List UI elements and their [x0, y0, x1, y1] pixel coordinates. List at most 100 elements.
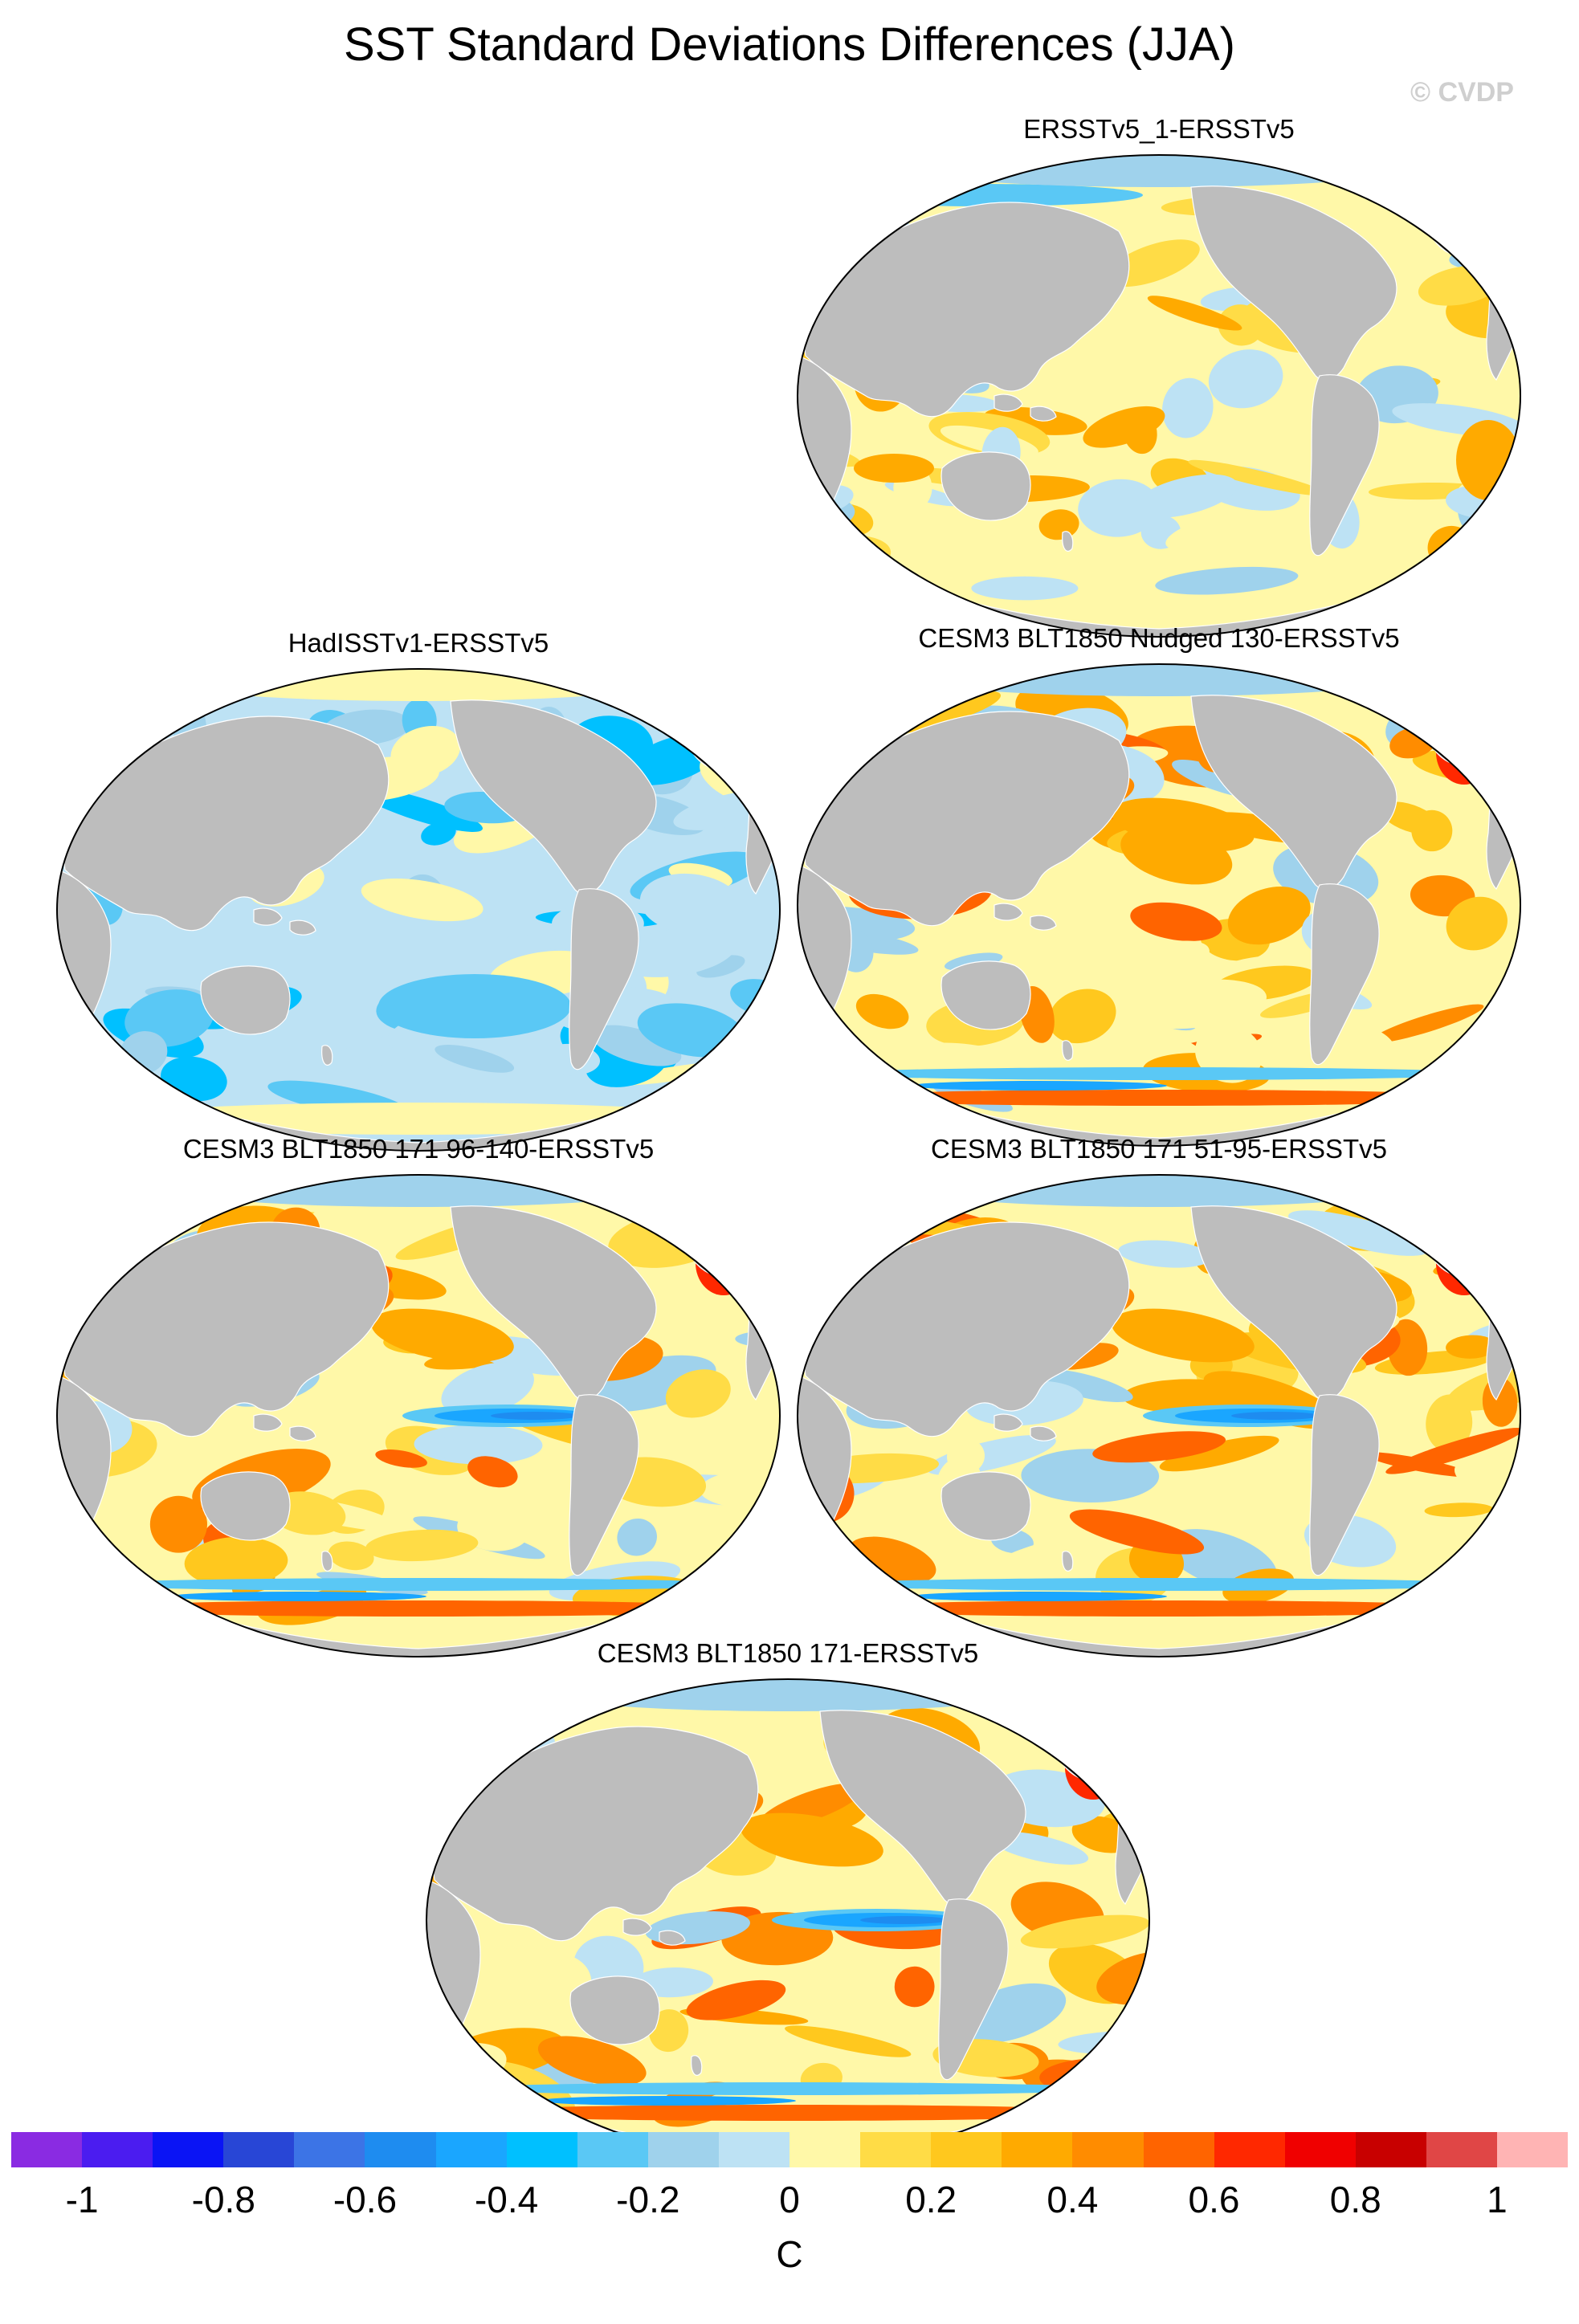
colorbar-swatch	[153, 2132, 224, 2167]
land-mass	[200, 1471, 291, 1541]
anomaly-region	[1456, 420, 1520, 500]
anomaly-region	[918, 1175, 1400, 1207]
land-mass	[321, 1551, 333, 1572]
land-mass	[940, 1471, 1031, 1541]
colorbar-swatch	[577, 2132, 648, 2167]
anomaly-region	[838, 1578, 1480, 1591]
anomaly-region	[371, 1308, 514, 1363]
anomaly-region	[1288, 1210, 1429, 1256]
anomaly-region	[798, 1223, 871, 1248]
cvdp-credit: © CVDP	[1410, 77, 1514, 108]
land-mass	[1309, 883, 1380, 1066]
colorbar-tick-label: -0.2	[616, 2179, 680, 2220]
colorbar-tick-label: 0.2	[905, 2179, 957, 2220]
anomaly-region	[894, 1966, 935, 2008]
anomaly-region	[1120, 940, 1210, 983]
colorbar-ticks: -1 -0.8 -0.6 -0.4 -0.2 0 0.2 0.4 0.6 0.8 1	[0, 2178, 1579, 2226]
anomaly-region	[855, 993, 909, 1029]
anomaly-region	[693, 1214, 780, 1243]
world-map	[797, 154, 1521, 638]
anomaly-region	[1147, 296, 1242, 331]
land-mass	[940, 451, 1031, 521]
colorbar-swatch	[931, 2132, 1002, 2167]
colorbar-tick-label: 0.4	[1047, 2179, 1099, 2220]
anomaly-region	[97, 1578, 740, 1591]
anomaly-region	[1188, 459, 1327, 496]
anomaly-region	[307, 1378, 353, 1401]
anomaly-region	[1434, 721, 1494, 753]
land-mass	[569, 1394, 639, 1576]
land-mass	[569, 888, 639, 1070]
anomaly-region	[375, 1449, 427, 1468]
anomaly-region	[854, 454, 934, 483]
anomaly-region	[918, 664, 1400, 696]
anomaly-region	[755, 1226, 780, 1263]
anomaly-region	[785, 2025, 912, 2057]
anomaly-region	[1031, 904, 1110, 959]
colorbar-swatch	[1072, 2132, 1144, 2167]
colorbar-tick-label: -0.8	[191, 2179, 255, 2220]
land-mass	[253, 907, 283, 926]
colorbar-swatch	[860, 2132, 932, 2167]
anomaly-region	[686, 1979, 786, 2020]
anomaly-region	[1122, 408, 1157, 455]
colorbar-swatch	[11, 2132, 83, 2167]
colorbar-swatch	[82, 2132, 153, 2167]
land-mass	[1309, 374, 1380, 557]
anomaly-region	[1112, 1308, 1255, 1363]
land-mass	[938, 1898, 1009, 2081]
anomaly-region	[971, 576, 1079, 601]
anomaly-region	[539, 2096, 796, 2106]
land-mass	[994, 1413, 1023, 1432]
land-mass	[569, 1975, 660, 2045]
land-mass	[1030, 915, 1057, 931]
panel-title: ERSSTv5_1-ERSSTv5	[1023, 114, 1295, 144]
map-panel-171-51-95: CESM3 BLT1850 171 51-95-ERSSTv5	[795, 1134, 1523, 1667]
anomaly-region	[798, 1570, 858, 1621]
colorbar-swatch	[365, 2132, 436, 2167]
panel-title: CESM3 BLT1850 171-ERSSTv5	[597, 1638, 979, 1668]
anomaly-region	[946, 1438, 985, 1474]
anomaly-region	[1127, 979, 1267, 1029]
land-mass	[1190, 1205, 1397, 1401]
anomaly-region	[1105, 239, 1200, 287]
world-map	[56, 1174, 781, 1657]
land-mass	[1190, 186, 1397, 381]
land-mass	[659, 1930, 686, 1946]
anomaly-region	[184, 1536, 288, 1588]
anomaly-region	[503, 935, 563, 950]
anomaly-region	[617, 1518, 657, 1556]
colorbar-swatch	[506, 2132, 577, 2167]
anomaly-region	[1446, 1335, 1497, 1359]
anomaly-region	[918, 155, 1400, 187]
anomaly-region	[547, 1679, 1029, 1711]
anomaly-region	[1454, 735, 1483, 770]
land-mass	[819, 1710, 1026, 1905]
world-map	[797, 663, 1521, 1147]
anomaly-region	[1329, 1025, 1397, 1071]
anomaly-region	[822, 184, 1143, 206]
colorbar-swatch	[1496, 2132, 1569, 2167]
anomaly-region	[1165, 516, 1245, 550]
anomaly-region	[1159, 1435, 1279, 1472]
anomaly-region	[454, 1088, 486, 1107]
land-mass	[289, 1425, 316, 1441]
anomaly-region	[467, 1456, 518, 1488]
anomaly-region	[451, 2105, 1125, 2121]
anomaly-region	[149, 1495, 207, 1553]
anomaly-region	[1453, 1569, 1508, 1620]
world-map	[426, 1678, 1150, 2162]
map-panel-171-96-140: CESM3 BLT1850 171 96-140-ERSSTv5	[55, 1134, 782, 1667]
land-mass	[57, 716, 390, 932]
colorbar-swatch	[718, 2132, 790, 2167]
colorbar-swatch	[294, 2132, 365, 2167]
anomaly-region	[1475, 544, 1520, 583]
land-mass	[994, 903, 1023, 921]
anomaly-region	[57, 1246, 92, 1270]
map-panel-hadisst: HadISSTv1-ERSSTv5	[55, 628, 782, 1161]
anomaly-region	[1020, 1914, 1149, 1949]
anomaly-region	[611, 928, 736, 977]
anomaly-region	[57, 1051, 128, 1078]
anomaly-region	[441, 1362, 534, 1417]
land-mass	[1309, 1394, 1380, 1576]
